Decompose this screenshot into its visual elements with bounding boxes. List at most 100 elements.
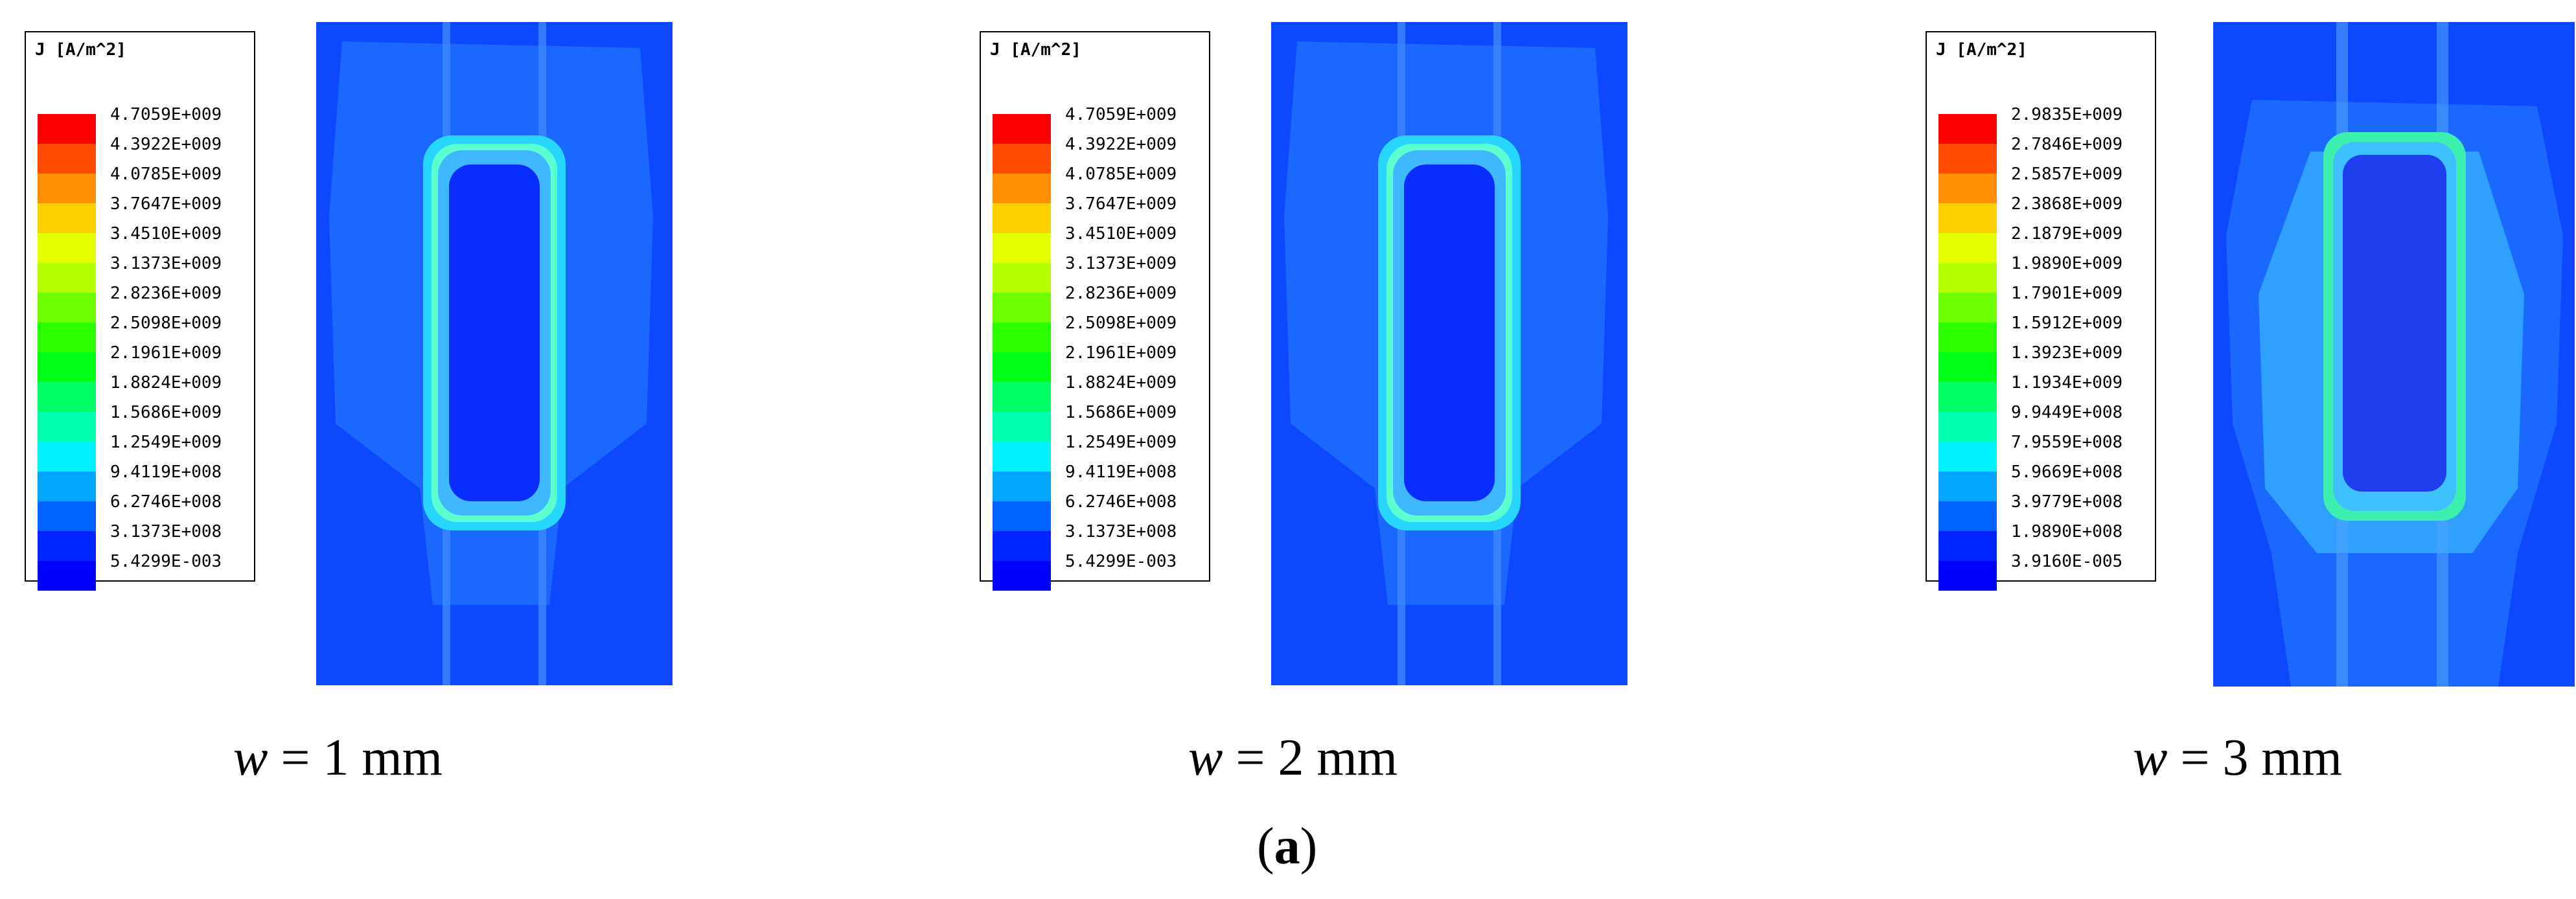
legend-row: 1.2549E+009 — [993, 433, 1206, 472]
legend-swatch — [1938, 412, 1997, 442]
legend-row: 3.1373E+008 — [993, 522, 1206, 561]
legend-tick-label: 3.7647E+009 — [110, 194, 222, 214]
caption-value: = 1 mm — [268, 729, 443, 786]
legend-tick-label: 2.3868E+009 — [2011, 194, 2123, 214]
legend-swatch — [993, 233, 1051, 263]
legend-tick-label: 5.4299E-003 — [110, 552, 222, 571]
legend-row: 2.8236E+009 — [38, 284, 251, 323]
legend-tick-label: 2.5857E+009 — [2011, 165, 2123, 184]
legend-row: 1.2549E+009 — [38, 433, 251, 472]
field-svg — [2213, 22, 2575, 687]
legend-swatch — [993, 531, 1051, 561]
legend-row: 3.9779E+008 — [1938, 492, 2152, 531]
legend-swatch — [1938, 203, 1997, 233]
legend-row: 5.4299E-003 — [38, 552, 251, 591]
legend-swatch — [993, 442, 1051, 472]
legend-swatch — [993, 352, 1051, 382]
legend-row: 3.1373E+009 — [38, 254, 251, 293]
legend-tick-label: 7.9559E+008 — [2011, 433, 2123, 452]
aperture-core — [2343, 155, 2446, 492]
legend-tick-label: 5.9669E+008 — [2011, 462, 2123, 482]
legend-tick-label: 3.1373E+009 — [1065, 254, 1177, 273]
legend-row: 9.4119E+008 — [993, 462, 1206, 501]
legend-tick-label: 2.8236E+009 — [110, 284, 222, 303]
legend-row: 2.3868E+009 — [1938, 194, 2152, 233]
legend-swatch — [993, 144, 1051, 174]
aperture-core — [1404, 165, 1495, 501]
legend-box: J [A/m^2] 2.9835E+009 2.7846E+009 2.5857E+… — [1926, 31, 2156, 591]
legend-title: J [A/m^2] — [35, 40, 126, 60]
legend-swatch — [38, 352, 96, 382]
legend-tick-label: 3.4510E+009 — [110, 224, 222, 244]
legend-tick-label: 3.1373E+008 — [110, 522, 222, 541]
legend-row: 1.9890E+008 — [1938, 522, 2152, 561]
legend-tick-label: 1.8824E+009 — [1065, 373, 1177, 393]
legend-box: J [A/m^2] 4.7059E+009 4.3922E+009 4.0785E+… — [980, 31, 1210, 591]
legend-tick-label: 4.7059E+009 — [1065, 105, 1177, 124]
legend-swatch — [38, 263, 96, 293]
caption: w = 3 mm — [2133, 729, 2342, 788]
legend-row: 2.7846E+009 — [1938, 135, 2152, 174]
legend-tick-label: 3.4510E+009 — [1065, 224, 1177, 244]
legend-title: J [A/m^2] — [990, 40, 1081, 60]
legend-swatch — [1938, 442, 1997, 472]
figure-label-open: ( — [1257, 818, 1274, 875]
legend-row: 1.8824E+009 — [993, 373, 1206, 412]
legend-swatch — [1938, 472, 1997, 501]
legend-tick-label: 1.5912E+009 — [2011, 313, 2123, 333]
legend-tick-label: 2.8236E+009 — [1065, 284, 1177, 303]
legend-swatch — [38, 382, 96, 412]
legend-row: 3.1373E+009 — [993, 254, 1206, 293]
legend-tick-label: 1.9890E+008 — [2011, 522, 2123, 541]
legend-swatch — [38, 203, 96, 233]
legend-row: 2.1879E+009 — [1938, 224, 2152, 263]
legend-row: 1.9890E+009 — [1938, 254, 2152, 293]
figure-label: (a) — [1257, 817, 1317, 876]
legend-swatch — [1938, 144, 1997, 174]
legend-tick-label: 2.1879E+009 — [2011, 224, 2123, 244]
legend-row: 2.1961E+009 — [993, 343, 1206, 382]
legend-row: 4.0785E+009 — [993, 165, 1206, 203]
legend-swatch — [38, 472, 96, 501]
legend-swatch — [1938, 263, 1997, 293]
legend-tick-label: 1.5686E+009 — [1065, 403, 1177, 422]
legend-swatch — [993, 114, 1051, 144]
legend-swatch — [38, 442, 96, 472]
caption-variable: w — [1188, 729, 1223, 786]
legend-row: 9.9449E+008 — [1938, 403, 2152, 442]
aperture-core — [449, 165, 540, 501]
legend-tick-label: 1.1934E+009 — [2011, 373, 2123, 393]
legend-swatch — [993, 174, 1051, 203]
legend-tick-label: 1.9890E+009 — [2011, 254, 2123, 273]
legend-row: 3.9160E-005 — [1938, 552, 2152, 591]
legend-swatch — [993, 293, 1051, 323]
field-svg — [316, 22, 673, 685]
legend-row: 1.5686E+009 — [993, 403, 1206, 442]
legend-swatch — [1938, 561, 1997, 591]
legend-swatch — [38, 323, 96, 352]
caption-variable: w — [233, 729, 268, 786]
legend-swatch — [1938, 323, 1997, 352]
legend-swatch — [38, 412, 96, 442]
legend-row: 2.5857E+009 — [1938, 165, 2152, 203]
panel-w1: J [A/m^2] 4.7059E+009 4.3922E+009 4.0785E+… — [25, 0, 880, 823]
legend-swatch — [993, 382, 1051, 412]
legend-row: 4.0785E+009 — [38, 165, 251, 203]
legend-tick-label: 1.3923E+009 — [2011, 343, 2123, 363]
legend-row: 4.3922E+009 — [38, 135, 251, 174]
legend-tick-label: 4.0785E+009 — [110, 165, 222, 184]
legend-swatch — [1938, 233, 1997, 263]
current-density-plot — [1271, 22, 1627, 685]
legend-title: J [A/m^2] — [1936, 40, 2027, 60]
caption-value: = 3 mm — [2167, 729, 2342, 786]
legend-tick-label: 1.2549E+009 — [1065, 433, 1177, 452]
legend-swatch — [38, 144, 96, 174]
figure-label-close: ) — [1300, 818, 1318, 875]
legend-row: 3.7647E+009 — [38, 194, 251, 233]
legend-row: 5.4299E-003 — [993, 552, 1206, 591]
legend-swatch — [38, 174, 96, 203]
legend-tick-label: 1.5686E+009 — [110, 403, 222, 422]
legend-swatch — [38, 233, 96, 263]
legend-tick-label: 6.2746E+008 — [110, 492, 222, 512]
legend-tick-label: 4.3922E+009 — [110, 135, 222, 154]
